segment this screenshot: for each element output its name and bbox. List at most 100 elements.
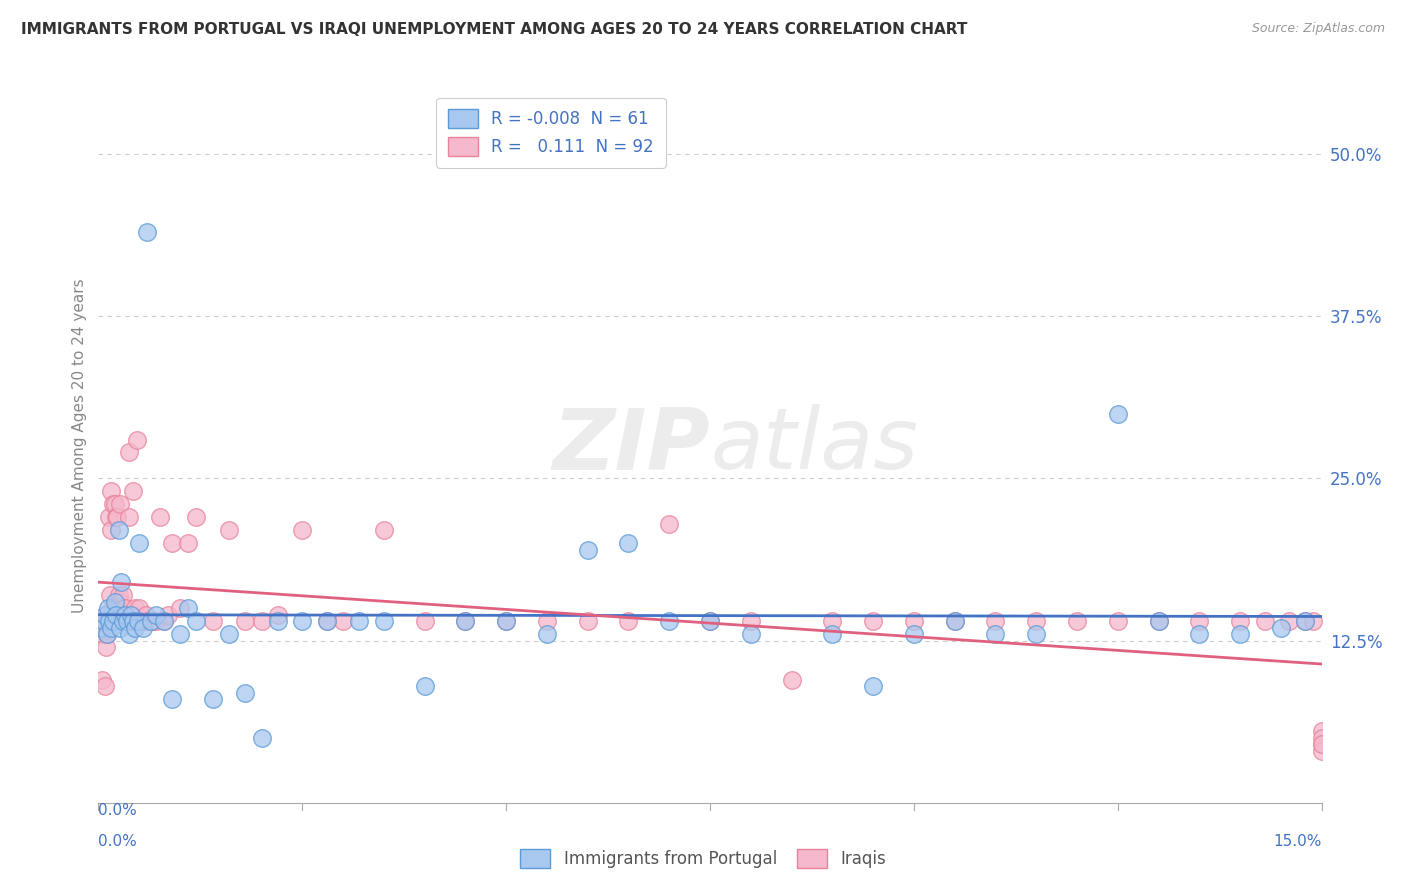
Point (250, 614, 273, 628)
Point (186, 614, 208, 628)
Point (112, 601, 135, 615)
Point (90, 627, 112, 641)
Point (132, 621, 155, 635)
Point (105, 607, 128, 622)
Point (149, 510, 172, 524)
Point (94, 640, 117, 654)
Point (862, 614, 884, 628)
Point (1229, 614, 1251, 628)
Point (1302, 614, 1324, 628)
Point (576, 614, 599, 628)
Point (454, 614, 477, 628)
Point (115, 614, 138, 628)
Point (91, 621, 114, 635)
Point (1278, 614, 1301, 628)
Point (156, 607, 179, 622)
Point (821, 614, 844, 628)
Point (332, 614, 354, 628)
Point (1107, 614, 1129, 628)
Point (233, 685, 256, 699)
Point (145, 614, 167, 628)
Point (118, 627, 141, 641)
Point (103, 607, 125, 622)
Point (1270, 621, 1292, 635)
Point (104, 497, 127, 511)
Point (128, 536, 150, 550)
Point (100, 484, 122, 499)
Point (100, 621, 122, 635)
Point (93, 614, 115, 628)
Point (186, 510, 208, 524)
Point (373, 524, 395, 538)
Point (617, 536, 640, 550)
Y-axis label: Unemployment Among Ages 20 to 24 years: Unemployment Among Ages 20 to 24 years (72, 278, 87, 614)
Point (413, 614, 436, 628)
Point (1310, 738, 1333, 752)
Text: 15.0%: 15.0% (1274, 834, 1322, 849)
Point (201, 614, 224, 628)
Point (1253, 614, 1275, 628)
Point (139, 614, 162, 628)
Point (821, 627, 844, 641)
Point (1147, 614, 1170, 628)
Point (169, 627, 191, 641)
Text: ZIP: ZIP (553, 404, 710, 488)
Text: IMMIGRANTS FROM PORTUGAL VS IRAQI UNEMPLOYMENT AMONG AGES 20 TO 24 YEARS CORRELA: IMMIGRANTS FROM PORTUGAL VS IRAQI UNEMPL… (21, 22, 967, 37)
Point (536, 627, 558, 641)
Point (114, 607, 136, 622)
Point (617, 614, 640, 628)
Point (100, 524, 122, 538)
Point (101, 614, 124, 628)
Point (128, 601, 150, 615)
Point (97, 601, 120, 615)
Point (110, 621, 132, 635)
Point (141, 614, 163, 628)
Point (201, 692, 224, 706)
Point (984, 627, 1007, 641)
Point (1310, 744, 1333, 758)
Point (101, 601, 124, 615)
Point (903, 614, 925, 628)
Point (120, 607, 142, 622)
Point (233, 614, 256, 628)
Point (1066, 614, 1088, 628)
Point (94, 607, 117, 622)
Point (740, 614, 762, 628)
Text: atlas: atlas (710, 404, 918, 488)
Point (495, 614, 517, 628)
Point (984, 614, 1007, 628)
Point (218, 627, 240, 641)
Point (124, 621, 146, 635)
Text: 0.0%: 0.0% (98, 834, 138, 849)
Point (943, 614, 966, 628)
Point (1294, 614, 1316, 628)
Point (1025, 614, 1047, 628)
Point (903, 627, 925, 641)
Point (107, 607, 129, 622)
Point (152, 614, 174, 628)
Point (218, 524, 240, 538)
Point (132, 614, 155, 628)
Point (105, 601, 128, 615)
Point (136, 614, 159, 628)
Point (740, 627, 762, 641)
Point (91, 621, 114, 635)
Point (111, 614, 134, 628)
Point (373, 614, 395, 628)
Point (111, 588, 134, 602)
Point (315, 614, 337, 628)
Point (291, 524, 314, 538)
Point (98, 614, 121, 628)
Point (97, 614, 120, 628)
Point (94, 679, 117, 693)
Point (121, 614, 143, 628)
Point (658, 614, 681, 628)
Point (1229, 627, 1251, 641)
Point (177, 601, 200, 615)
Point (1147, 614, 1170, 628)
Point (658, 516, 681, 531)
Point (943, 614, 966, 628)
Text: 0.0%: 0.0% (98, 803, 138, 818)
Point (115, 614, 138, 628)
Point (145, 607, 167, 622)
